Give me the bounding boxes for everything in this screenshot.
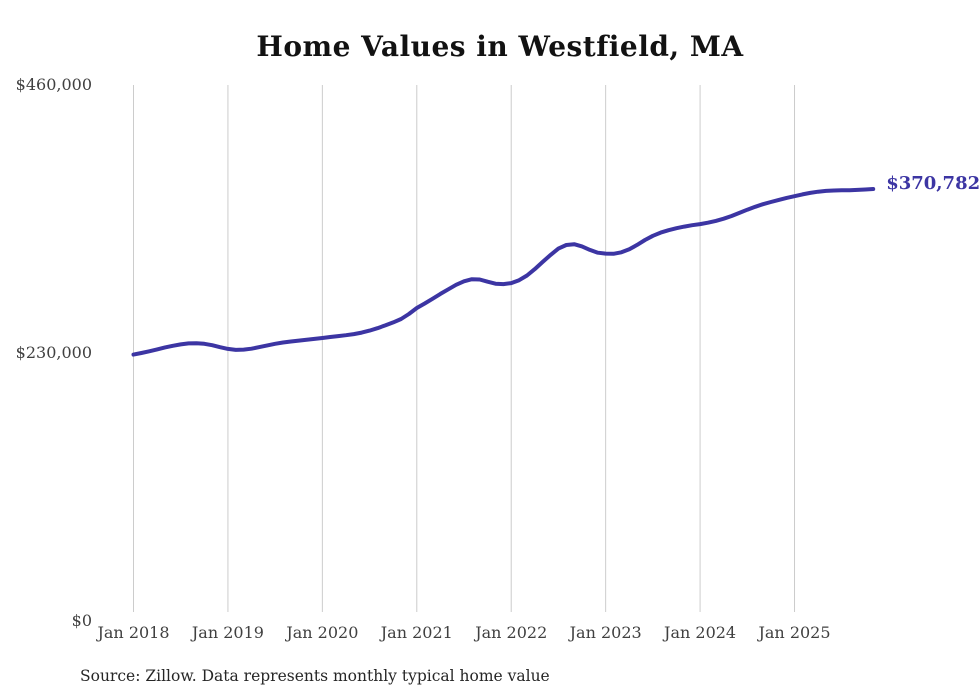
chart-title: Home Values in Westfield, MA — [256, 30, 744, 63]
source-note: Source: Zillow. Data represents monthly … — [80, 667, 550, 685]
y-tick-label: $0 — [71, 611, 92, 630]
x-tick-label: Jan 2020 — [286, 623, 359, 642]
y-tick-label: $230,000 — [15, 343, 92, 362]
x-tick-label: Jan 2018 — [97, 623, 170, 642]
x-tick-label: Jan 2022 — [475, 623, 548, 642]
x-tick-label: Jan 2025 — [758, 623, 831, 642]
x-tick-label: Jan 2023 — [569, 623, 642, 642]
current-value-label: $370,782 — [886, 172, 980, 194]
x-tick-label: Jan 2024 — [664, 623, 737, 642]
x-tick-label: Jan 2019 — [191, 623, 264, 642]
x-tick-label: Jan 2021 — [380, 623, 453, 642]
y-tick-label: $460,000 — [15, 75, 92, 94]
home-value-line — [131, 187, 876, 357]
